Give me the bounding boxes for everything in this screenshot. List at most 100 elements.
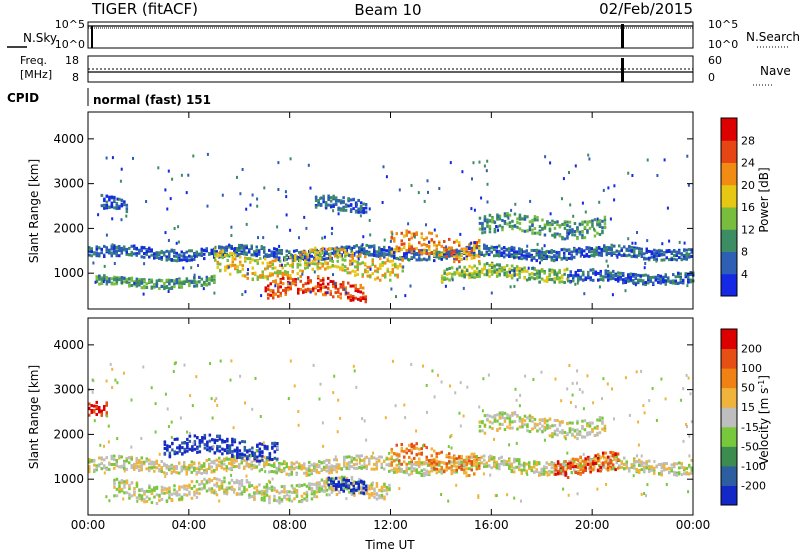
data-cell: [463, 273, 466, 277]
noise-tick-left-bottom: 10^0: [55, 38, 85, 51]
data-cell: [389, 273, 392, 276]
data-cell: [633, 247, 636, 251]
data-cell: [393, 467, 396, 471]
data-cell: [138, 497, 141, 501]
data-cell: [435, 255, 438, 259]
data-cell: [425, 461, 428, 465]
data-cell: [589, 276, 592, 280]
colorbar-segment: [721, 140, 737, 163]
data-cell: [173, 450, 177, 454]
data-cell: [458, 461, 461, 465]
data-cell: [480, 455, 483, 459]
data-cell: [525, 462, 528, 466]
data-cell: [163, 287, 166, 291]
data-cell: [279, 259, 282, 263]
data-cell: [359, 262, 362, 266]
data-cell: [281, 271, 284, 275]
data-cell: [384, 272, 387, 276]
data-cell: [351, 257, 354, 261]
data-cell: [145, 500, 149, 503]
data-cell: [170, 279, 174, 282]
data-cell: [255, 252, 258, 256]
data-cell: [370, 456, 373, 460]
data-cell: [206, 204, 209, 208]
data-cell: [569, 280, 572, 284]
data-cell: [455, 254, 458, 258]
data-cell: [180, 495, 184, 499]
data-cell: [354, 204, 358, 208]
data-cell: [668, 239, 671, 243]
data-cell: [531, 228, 534, 232]
data-cell: [90, 247, 93, 251]
data-cell: [481, 231, 484, 235]
data-cell: [574, 273, 577, 277]
data-cell: [483, 230, 487, 234]
data-cell: [261, 261, 264, 265]
data-cell: [342, 489, 345, 493]
data-cell: [284, 264, 287, 267]
data-cell: [105, 206, 109, 210]
data-cell: [584, 276, 587, 280]
data-cell: [143, 460, 146, 464]
data-cell: [515, 273, 519, 277]
data-cell: [463, 257, 466, 261]
data-cell: [283, 469, 286, 473]
data-cell: [624, 281, 627, 284]
data-cell: [279, 281, 282, 285]
data-cell: [670, 463, 673, 467]
data-cell: [655, 252, 658, 256]
data-cell: [266, 456, 269, 460]
data-cell: [281, 274, 284, 278]
data-cell: [255, 254, 258, 258]
data-cell: [531, 231, 534, 235]
data-cell: [140, 456, 143, 460]
data-cell: [520, 253, 523, 257]
freq-nave-panel: Freq. [MHz] 18 8 60 0 Nave: [20, 54, 791, 86]
data-cell: [155, 459, 158, 463]
data-cell: [488, 247, 491, 250]
data-cell: [418, 241, 421, 245]
data-cell: [183, 493, 186, 497]
nsearch-label: N.Search: [746, 30, 800, 44]
data-cell: [560, 257, 563, 261]
data-cell: [660, 258, 663, 262]
data-cell: [313, 490, 316, 494]
data-cell: [348, 245, 351, 249]
data-cell: [203, 462, 206, 466]
data-cell: [228, 486, 231, 490]
data-cell: [264, 267, 267, 271]
data-cell: [263, 186, 266, 190]
data-cell: [349, 198, 353, 202]
data-cell: [558, 255, 561, 259]
data-cell: [323, 468, 326, 471]
data-cell: [268, 486, 271, 490]
data-cell: [518, 221, 522, 225]
data-cell: [629, 279, 632, 283]
data-cell: [333, 468, 336, 472]
data-cell: [327, 194, 330, 198]
data-cell: [579, 275, 582, 279]
data-cell: [364, 206, 368, 210]
data-cell: [133, 281, 136, 285]
data-cell: [394, 273, 397, 277]
data-cell: [410, 248, 413, 252]
data-cell: [369, 233, 372, 237]
data-cell: [581, 230, 584, 234]
data-cell: [190, 255, 193, 259]
data-cell: [670, 467, 673, 471]
data-cell: [513, 284, 516, 288]
data-cell: [176, 451, 179, 455]
data-cell: [113, 282, 116, 286]
data-cell: [275, 469, 278, 473]
data-cell: [265, 460, 268, 464]
data-cell: [155, 502, 159, 505]
data-cell: [631, 241, 634, 245]
data-cell: [163, 486, 166, 490]
data-cell: [383, 482, 386, 486]
data-cell: [398, 246, 401, 250]
data-cell: [543, 250, 546, 254]
data-cell: [241, 264, 244, 268]
data-cell: [458, 265, 461, 269]
data-cell: [673, 254, 676, 257]
data-cell: [627, 273, 630, 277]
